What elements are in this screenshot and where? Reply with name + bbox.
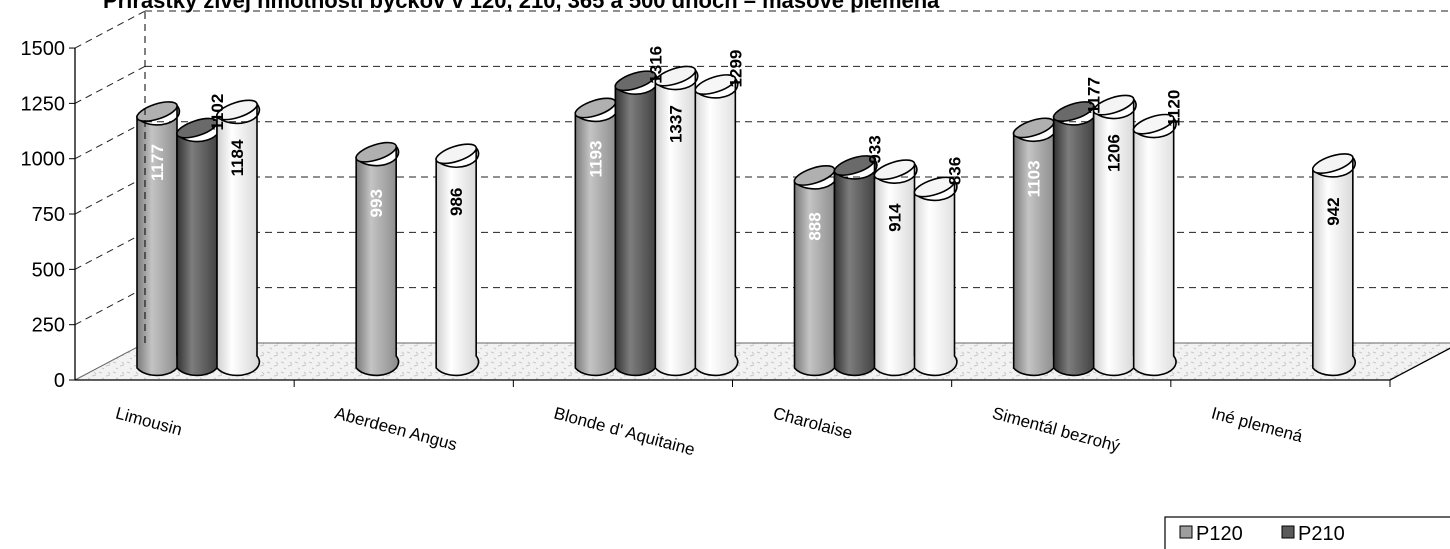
legend-frame [1164,516,1450,549]
legend-swatch-p210 [1281,525,1295,539]
bar [1132,113,1177,377]
data-label: 933 [866,135,885,163]
bar [1092,94,1137,377]
data-label: 1184 [228,139,247,176]
chart-floor [74,342,1450,381]
gridline-side [74,10,146,49]
bar-body [1012,119,1057,377]
data-label: 1299 [726,50,745,88]
bar [435,143,480,377]
bar [1052,101,1097,377]
data-label: 942 [1324,197,1343,225]
bar-top [614,70,657,92]
bar-top [136,101,178,122]
bar-body [614,72,659,377]
bar-top [913,176,956,198]
bar-top [1092,94,1135,116]
y-tick-label: 1250 [21,93,66,115]
data-label: 1177 [148,144,167,181]
bar-top [216,99,258,121]
bar-top [1132,113,1175,135]
legend-label-p210: P210 [1298,523,1345,545]
bar [614,70,659,377]
y-tick-label: 1000 [21,149,66,171]
bar [1311,153,1356,377]
bar-top [1311,153,1354,174]
bar [216,99,261,377]
bar-body [694,76,739,377]
bar [873,159,918,377]
y-tick-label: 0 [54,370,65,392]
data-label: 993 [367,189,386,217]
bar-body [793,167,838,377]
bar [793,165,838,377]
data-label: 1103 [1025,160,1044,197]
bar-body [355,144,400,377]
bar [136,101,181,377]
data-label: 1120 [1165,90,1184,127]
x-tick-label: Blonde d' Aquitaine [552,404,697,460]
bar-top [873,159,916,181]
bar [833,155,878,377]
data-label: 888 [806,212,825,240]
gridline-side [74,65,146,104]
x-tick-label: Aberdeen Angus [333,404,459,455]
bar-body [873,161,918,377]
bar-top [654,65,697,87]
data-label: 1316 [646,46,665,84]
bar-body [1052,103,1097,377]
gridline-side [74,231,146,270]
data-label: 1102 [208,94,227,131]
bars [136,65,1356,377]
y-tick-label: 750 [32,204,65,226]
bar-top [355,141,398,163]
gridline-side [74,287,146,326]
legend-swatch-p120 [1179,525,1193,539]
x-axis-depth [1389,347,1450,381]
bar-top [1052,101,1095,122]
legend-label-p120: P120 [1196,523,1243,545]
bar-body [216,101,261,377]
bar-body [1132,115,1177,377]
bar-top [833,155,876,176]
x-tick-label: Limousin [114,404,185,440]
x-tick-label: Iné plemená [1209,404,1305,447]
y-tick-label: 1500 [21,38,66,60]
bar-body [833,157,878,377]
x-tick-label: Charolaise [771,404,854,443]
data-label: 836 [946,157,965,185]
legend: P120 P210 [1164,516,1450,549]
chart-title: Prírastky živej hmotnosti býčkov v 120, … [103,0,940,13]
bar [176,117,221,377]
bar-body [1312,155,1356,377]
bar-body [913,178,958,377]
data-label: 1337 [666,105,685,143]
y-tick-label: 500 [32,259,65,281]
gridline-side [74,121,146,160]
data-label: 986 [447,188,466,216]
bar-body [435,145,480,377]
bar [913,176,958,377]
gridline-side [74,176,146,215]
data-label: 1177 [1085,77,1104,114]
data-label: 1206 [1105,134,1124,172]
bar [355,141,400,377]
data-label: 1193 [586,141,605,178]
data-label: 914 [886,203,905,232]
bar-top [435,143,478,165]
bar-body [176,119,221,377]
bar [1012,117,1057,377]
x-tick-label: Simentál bezrohý [990,404,1122,456]
bar [574,97,619,377]
bar-top [694,74,737,95]
bar [694,74,739,377]
y-tick-label: 250 [32,315,65,337]
